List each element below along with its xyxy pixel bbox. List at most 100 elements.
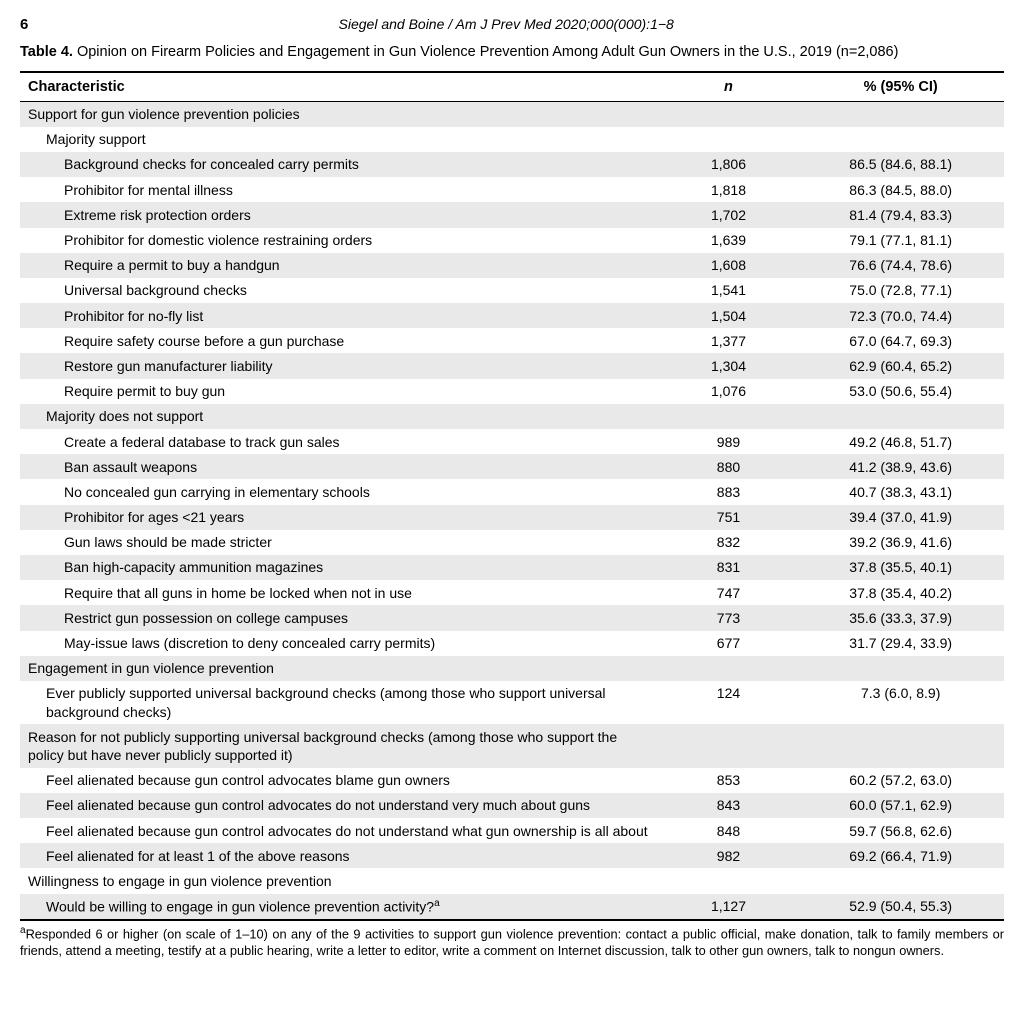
table-row: Restrict gun possession on college campu… bbox=[20, 605, 1004, 630]
cell-characteristic: Prohibitor for domestic violence restrai… bbox=[20, 228, 660, 253]
table-row: Background checks for concealed carry pe… bbox=[20, 152, 1004, 177]
cell-n: 751 bbox=[660, 505, 798, 530]
cell-n bbox=[660, 127, 798, 152]
cell-ci: 75.0 (72.8, 77.1) bbox=[797, 278, 1004, 303]
footnote-ref: a bbox=[434, 898, 440, 909]
cell-n: 1,818 bbox=[660, 177, 798, 202]
cell-characteristic: Feel alienated because gun control advoc… bbox=[20, 768, 660, 793]
cell-characteristic: Restrict gun possession on college campu… bbox=[20, 605, 660, 630]
data-table: Characteristic n % (95% CI) Support for … bbox=[20, 71, 1004, 922]
cell-characteristic: Feel alienated because gun control advoc… bbox=[20, 818, 660, 843]
cell-characteristic: Support for gun violence prevention poli… bbox=[20, 101, 660, 127]
table-row: Universal background checks1,54175.0 (72… bbox=[20, 278, 1004, 303]
cell-n: 1,504 bbox=[660, 303, 798, 328]
table-row: Ever publicly supported universal backgr… bbox=[20, 681, 1004, 724]
cell-n: 773 bbox=[660, 605, 798, 630]
table-row: Prohibitor for ages <21 years75139.4 (37… bbox=[20, 505, 1004, 530]
cell-n: 848 bbox=[660, 818, 798, 843]
cell-n: 1,304 bbox=[660, 353, 798, 378]
col-ci: % (95% CI) bbox=[797, 72, 1004, 102]
table-row: Prohibitor for no-fly list1,50472.3 (70.… bbox=[20, 303, 1004, 328]
cell-ci bbox=[797, 127, 1004, 152]
cell-n: 1,702 bbox=[660, 202, 798, 227]
table-row: Prohibitor for mental illness1,81886.3 (… bbox=[20, 177, 1004, 202]
table-row: Feel alienated because gun control advoc… bbox=[20, 768, 1004, 793]
cell-characteristic: Background checks for concealed carry pe… bbox=[20, 152, 660, 177]
cell-characteristic: Feel alienated because gun control advoc… bbox=[20, 793, 660, 818]
cell-n: 843 bbox=[660, 793, 798, 818]
cell-characteristic: Prohibitor for no-fly list bbox=[20, 303, 660, 328]
col-characteristic: Characteristic bbox=[20, 72, 660, 102]
cell-characteristic: Ever publicly supported universal backgr… bbox=[20, 681, 660, 724]
table-row: Prohibitor for domestic violence restrai… bbox=[20, 228, 1004, 253]
table-label: Table 4. bbox=[20, 44, 73, 60]
cell-n: 1,377 bbox=[660, 328, 798, 353]
cell-ci: 52.9 (50.4, 55.3) bbox=[797, 894, 1004, 921]
cell-ci: 67.0 (64.7, 69.3) bbox=[797, 328, 1004, 353]
cell-characteristic: Require permit to buy gun bbox=[20, 379, 660, 404]
cell-ci: 37.8 (35.5, 40.1) bbox=[797, 555, 1004, 580]
cell-characteristic: Would be willing to engage in gun violen… bbox=[20, 894, 660, 921]
table-row: Gun laws should be made stricter83239.2 … bbox=[20, 530, 1004, 555]
cell-ci: 86.3 (84.5, 88.0) bbox=[797, 177, 1004, 202]
cell-n: 853 bbox=[660, 768, 798, 793]
cell-characteristic: Gun laws should be made stricter bbox=[20, 530, 660, 555]
cell-n: 1,639 bbox=[660, 228, 798, 253]
cell-characteristic: Willingness to engage in gun violence pr… bbox=[20, 868, 660, 893]
cell-characteristic: Feel alienated for at least 1 of the abo… bbox=[20, 843, 660, 868]
cell-n: 831 bbox=[660, 555, 798, 580]
cell-ci: 40.7 (38.3, 43.1) bbox=[797, 479, 1004, 504]
cell-ci: 49.2 (46.8, 51.7) bbox=[797, 429, 1004, 454]
cell-n: 1,541 bbox=[660, 278, 798, 303]
cell-ci: 7.3 (6.0, 8.9) bbox=[797, 681, 1004, 724]
table-row: Ban assault weapons88041.2 (38.9, 43.6) bbox=[20, 454, 1004, 479]
table-row: Require that all guns in home be locked … bbox=[20, 580, 1004, 605]
table-row: Extreme risk protection orders1,70281.4 … bbox=[20, 202, 1004, 227]
cell-ci bbox=[797, 868, 1004, 893]
table-row: Restore gun manufacturer liability1,3046… bbox=[20, 353, 1004, 378]
table-row: Support for gun violence prevention poli… bbox=[20, 101, 1004, 127]
cell-n: 832 bbox=[660, 530, 798, 555]
cell-n: 880 bbox=[660, 454, 798, 479]
cell-characteristic: Restore gun manufacturer liability bbox=[20, 353, 660, 378]
cell-ci: 62.9 (60.4, 65.2) bbox=[797, 353, 1004, 378]
cell-n: 677 bbox=[660, 631, 798, 656]
cell-ci: 31.7 (29.4, 33.9) bbox=[797, 631, 1004, 656]
cell-n: 747 bbox=[660, 580, 798, 605]
cell-characteristic: Require safety course before a gun purch… bbox=[20, 328, 660, 353]
cell-characteristic: Universal background checks bbox=[20, 278, 660, 303]
page-number: 6 bbox=[20, 16, 28, 33]
cell-ci: 60.2 (57.2, 63.0) bbox=[797, 768, 1004, 793]
cell-n: 883 bbox=[660, 479, 798, 504]
cell-n bbox=[660, 404, 798, 429]
cell-characteristic: Majority support bbox=[20, 127, 660, 152]
cell-n: 124 bbox=[660, 681, 798, 724]
footnote-text: Responded 6 or higher (on scale of 1–10)… bbox=[20, 927, 1004, 958]
cell-ci: 59.7 (56.8, 62.6) bbox=[797, 818, 1004, 843]
cell-ci: 37.8 (35.4, 40.2) bbox=[797, 580, 1004, 605]
cell-n: 1,806 bbox=[660, 152, 798, 177]
table-row: Would be willing to engage in gun violen… bbox=[20, 894, 1004, 921]
cell-characteristic: Extreme risk protection orders bbox=[20, 202, 660, 227]
cell-characteristic: Ban high-capacity ammunition magazines bbox=[20, 555, 660, 580]
cell-ci: 76.6 (74.4, 78.6) bbox=[797, 253, 1004, 278]
table-footnote: aResponded 6 or higher (on scale of 1–10… bbox=[20, 925, 1004, 959]
cell-characteristic: Engagement in gun violence prevention bbox=[20, 656, 660, 681]
table-row: Majority support bbox=[20, 127, 1004, 152]
table-row: No concealed gun carrying in elementary … bbox=[20, 479, 1004, 504]
table-header-row: Characteristic n % (95% CI) bbox=[20, 72, 1004, 102]
cell-characteristic: Prohibitor for mental illness bbox=[20, 177, 660, 202]
cell-n bbox=[660, 724, 798, 767]
cell-ci bbox=[797, 724, 1004, 767]
cell-n: 1,608 bbox=[660, 253, 798, 278]
cell-n: 1,127 bbox=[660, 894, 798, 921]
cell-ci: 79.1 (77.1, 81.1) bbox=[797, 228, 1004, 253]
cell-n bbox=[660, 868, 798, 893]
col-n: n bbox=[660, 72, 798, 102]
cell-characteristic: Ban assault weapons bbox=[20, 454, 660, 479]
cell-characteristic: Require a permit to buy a handgun bbox=[20, 253, 660, 278]
cell-ci: 69.2 (66.4, 71.9) bbox=[797, 843, 1004, 868]
table-row: Require a permit to buy a handgun1,60876… bbox=[20, 253, 1004, 278]
cell-n: 982 bbox=[660, 843, 798, 868]
cell-ci bbox=[797, 101, 1004, 127]
